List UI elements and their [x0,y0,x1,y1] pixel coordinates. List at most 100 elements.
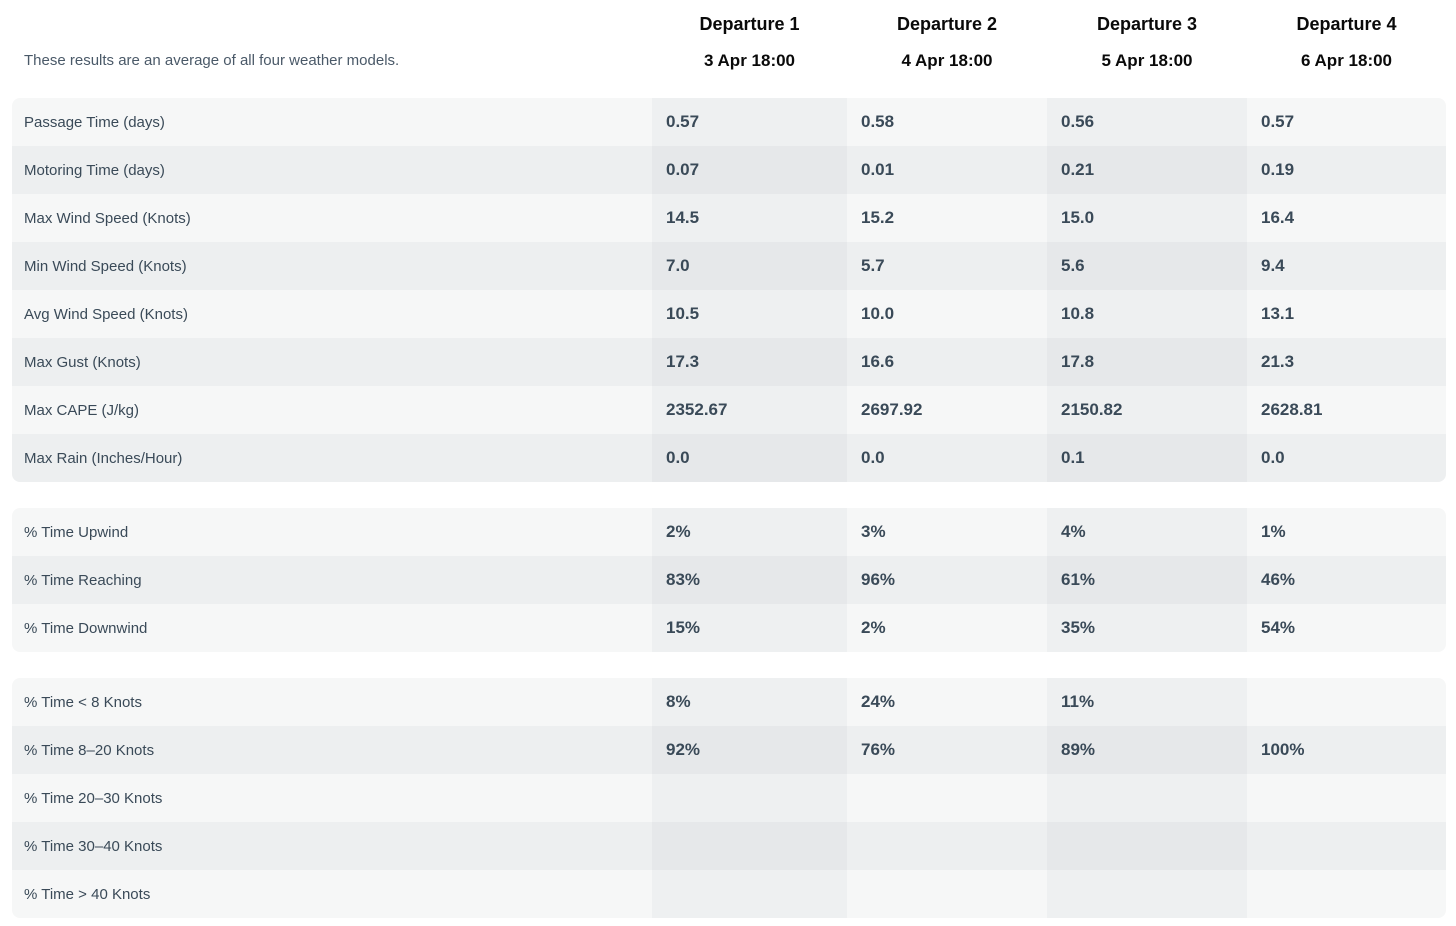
row-label: % Time 8–20 Knots [24,741,155,759]
value-cell [1047,774,1247,822]
value-cell: 8% [652,678,847,726]
value-cell [847,822,1047,870]
value-cell: 100% [1261,740,1305,759]
value-cell: 0.0 [1261,448,1285,467]
value-cell: 2% [652,508,847,556]
value-cell: 76% [861,740,896,759]
row-label: % Time 30–40 Knots [24,837,163,855]
departure-title: Departure 1 [699,14,800,34]
value-cell: 0.01 [861,160,895,179]
value-cell: 0.0 [652,434,847,482]
value-cell: 4% [1047,508,1247,556]
value-cell: 2697.92 [861,400,923,419]
table-row: % Time 20–30 Knots [12,774,1446,822]
table-row: Passage Time (days) 0.57 0.58 0.56 0.57 [12,98,1446,146]
value-cell [652,774,847,822]
passage-stats-group: Passage Time (days) 0.57 0.58 0.56 0.57 … [12,98,1446,482]
value-cell: 2352.67 [652,386,847,434]
row-label: % Time < 8 Knots [24,693,142,711]
value-cell: 9.4 [1261,256,1285,275]
departure-3-header: Departure 3 5 Apr 18:00 [1047,12,1247,73]
departure-date: 4 Apr 18:00 [901,51,993,70]
value-cell: 2628.81 [1261,400,1323,419]
value-cell: 10.8 [1047,290,1247,338]
table-row: Max CAPE (J/kg) 2352.67 2697.92 2150.82 … [12,386,1446,434]
value-cell [1047,870,1247,918]
value-cell [1247,678,1446,726]
value-cell: 1% [1261,522,1286,541]
value-cell: 54% [1261,618,1296,637]
value-cell: 13.1 [1261,304,1295,323]
value-cell [652,822,847,870]
value-cell: 0.57 [1261,112,1295,131]
row-label: Avg Wind Speed (Knots) [24,305,188,323]
row-label: Min Wind Speed (Knots) [24,257,187,275]
value-cell [847,870,1047,918]
row-label: % Time 20–30 Knots [24,789,163,807]
value-cell: 46% [1261,570,1296,589]
value-cell: 0.1 [1047,434,1247,482]
value-cell: 0.57 [652,98,847,146]
value-cell: 16.6 [861,352,895,371]
value-cell: 0.19 [1261,160,1295,179]
value-cell: 15.2 [861,208,895,227]
value-cell: 83% [652,556,847,604]
table-row: % Time < 8 Knots 8% 24% 11% [12,678,1446,726]
value-cell: 7.0 [652,242,847,290]
value-cell: 16.4 [1261,208,1295,227]
value-cell [847,774,1047,822]
departure-date: 6 Apr 18:00 [1300,51,1393,70]
departure-2-header: Departure 2 4 Apr 18:00 [847,12,1047,73]
row-label: Passage Time (days) [24,113,165,131]
table-row: % Time Downwind 15% 2% 35% 54% [12,604,1446,652]
value-cell: 15% [652,604,847,652]
table-row: Max Wind Speed (Knots) 14.5 15.2 15.0 16… [12,194,1446,242]
value-cell: 61% [1047,556,1247,604]
departure-title: Departure 2 [896,14,998,34]
row-label: % Time Downwind [24,619,148,637]
departure-date: 5 Apr 18:00 [1101,51,1193,70]
departure-date: 3 Apr 18:00 [703,51,796,70]
departure-4-header: Departure 4 6 Apr 18:00 [1247,12,1446,73]
wind-band-group: % Time < 8 Knots 8% 24% 11% % Time 8–20 … [12,678,1446,918]
value-cell: 11% [1047,678,1247,726]
row-label: % Time Reaching [24,571,142,589]
value-cell: 10.0 [861,304,895,323]
value-cell: 5.7 [861,256,885,275]
value-cell: 0.0 [861,448,885,467]
value-cell: 17.3 [652,338,847,386]
value-cell [1247,822,1446,870]
table-row: % Time > 40 Knots [12,870,1446,918]
value-cell: 2150.82 [1047,386,1247,434]
table-row: Motoring Time (days) 0.07 0.01 0.21 0.19 [12,146,1446,194]
table-row: Max Rain (Inches/Hour) 0.0 0.0 0.1 0.0 [12,434,1446,482]
row-label: Max Rain (Inches/Hour) [24,449,183,467]
row-label: Max CAPE (J/kg) [24,401,140,419]
table-row: Min Wind Speed (Knots) 7.0 5.7 5.6 9.4 [12,242,1446,290]
value-cell: 0.07 [652,146,847,194]
table-row: % Time 30–40 Knots [12,822,1446,870]
value-cell: 92% [652,726,847,774]
table-row: % Time Reaching 83% 96% 61% 46% [12,556,1446,604]
table-header: These results are an average of all four… [0,0,1456,98]
table-row: % Time 8–20 Knots 92% 76% 89% 100% [12,726,1446,774]
row-label: % Time Upwind [24,523,129,541]
table-row: Avg Wind Speed (Knots) 10.5 10.0 10.8 13… [12,290,1446,338]
value-cell [1247,870,1446,918]
value-cell: 96% [861,570,896,589]
averaging-note: These results are an average of all four… [24,52,400,69]
value-cell: 0.56 [1047,98,1247,146]
value-cell: 2% [861,618,886,637]
departure-title: Departure 4 [1296,14,1397,34]
row-label: % Time > 40 Knots [24,885,151,903]
departure-1-header: Departure 1 3 Apr 18:00 [652,12,847,73]
value-cell: 24% [861,692,896,711]
value-cell [652,870,847,918]
row-label: Max Gust (Knots) [24,353,141,371]
value-cell: 89% [1047,726,1247,774]
table-row: Max Gust (Knots) 17.3 16.6 17.8 21.3 [12,338,1446,386]
value-cell: 0.58 [861,112,895,131]
value-cell: 14.5 [652,194,847,242]
value-cell [1247,774,1446,822]
